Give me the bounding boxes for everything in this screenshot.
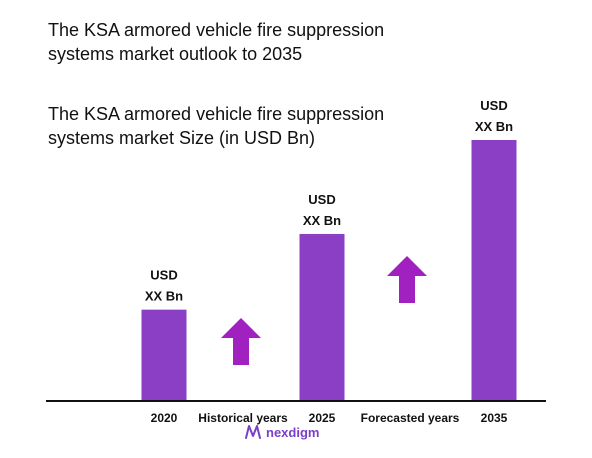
x-tick-label-2035: 2035 <box>481 411 508 425</box>
period-label-forecast: Forecasted years <box>361 411 460 425</box>
x-tick-label-2025: 2025 <box>309 411 336 425</box>
chart-heading-line-2: systems market outlook to 2035 <box>48 44 303 64</box>
chart-subheading-line-1: The KSA armored vehicle fire suppression <box>48 104 385 124</box>
bar-label-value-2025: XX Bn <box>303 213 341 228</box>
bar-label-unit-2025: USD <box>308 192 335 207</box>
labels-layer: USD XX Bn 2020 USD XX Bn 2025 USD XX Bn 2035 Hist… <box>145 98 513 425</box>
up-arrow-icon <box>221 318 261 365</box>
bar-2020 <box>141 309 187 401</box>
nexdigm-logo-icon <box>245 425 261 439</box>
bar-label-unit-2035: USD <box>480 98 507 113</box>
arrows-layer <box>221 256 427 365</box>
bar-label-unit-2020: USD <box>150 268 177 283</box>
x-tick-label-2020: 2020 <box>151 411 178 425</box>
logo-text: nexdigm <box>266 424 320 440</box>
nexdigm-logo: nexdigm <box>244 424 319 440</box>
chart-heading-line-1: The KSA armored vehicle fire suppression <box>48 20 385 40</box>
bar-2025 <box>299 233 345 401</box>
bars-layer <box>141 140 517 401</box>
chart-subheading: The KSA armored vehicle fire suppression… <box>48 102 468 150</box>
up-arrow-icon <box>387 256 427 303</box>
bar-label-value-2020: XX Bn <box>145 289 183 304</box>
period-label-historical: Historical years <box>198 411 288 425</box>
chart-heading: The KSA armored vehicle fire suppression… <box>48 18 468 66</box>
chart-subheading-line-2: systems market Size (in USD Bn) <box>48 128 316 148</box>
bar-label-value-2035: XX Bn <box>475 119 513 134</box>
bar-2035 <box>471 140 517 401</box>
